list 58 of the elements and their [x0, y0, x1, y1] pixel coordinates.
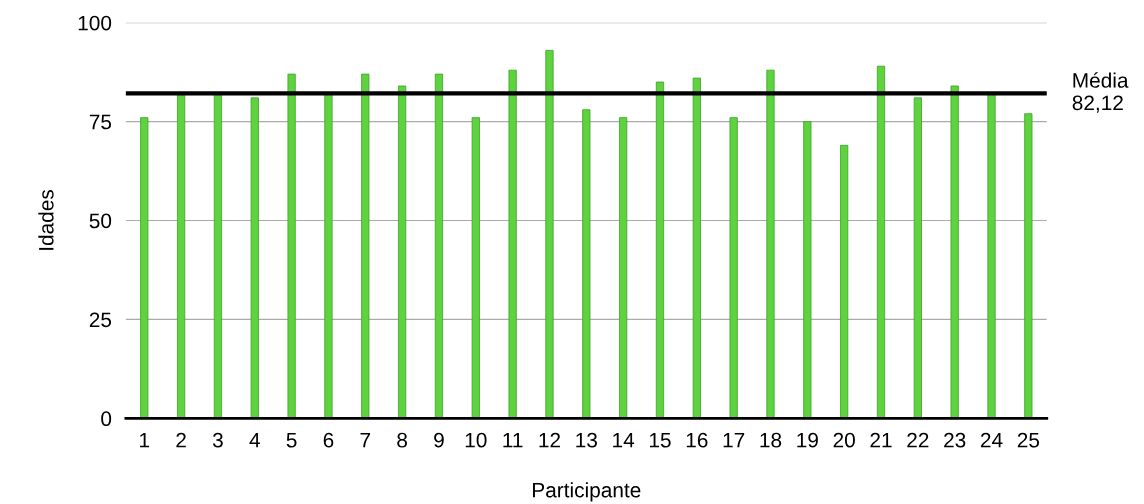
x-tick-label: 20 — [833, 432, 855, 448]
y-tick-label: 0 — [101, 411, 112, 427]
bar — [1024, 113, 1033, 419]
x-tick-label: 19 — [797, 432, 818, 448]
y-tick-label: 100 — [78, 15, 112, 31]
x-tick-label: 21 — [870, 432, 892, 448]
x-tick-label: 24 — [980, 432, 1003, 448]
x-tick-label: 15 — [649, 432, 671, 448]
bar — [471, 117, 480, 419]
bar — [655, 81, 665, 419]
y-axis-title: Idades — [38, 189, 54, 250]
y-tick-label: 75 — [89, 114, 112, 130]
x-tick-label: 9 — [434, 432, 444, 448]
ref-line-label: Média 82,12 — [1072, 72, 1129, 113]
bar — [140, 117, 149, 419]
x-tick-label: 2 — [176, 432, 186, 448]
bar — [287, 73, 296, 419]
x-tick-label: 4 — [249, 432, 260, 448]
bar — [176, 93, 186, 419]
bar — [361, 73, 370, 419]
bar — [840, 144, 849, 419]
bar — [692, 77, 701, 419]
x-tick-label: 22 — [907, 432, 929, 448]
bar — [950, 85, 959, 419]
bar — [213, 93, 223, 419]
x-tick-label: 10 — [465, 432, 487, 448]
x-tick-label: 3 — [212, 432, 223, 448]
bar — [766, 69, 775, 419]
bar — [876, 65, 886, 419]
bar — [987, 93, 996, 419]
bar — [434, 73, 444, 419]
x-tick-label: 6 — [323, 432, 334, 448]
bar — [398, 85, 407, 419]
bar — [545, 49, 554, 419]
bar — [803, 121, 812, 419]
x-tick-label: 8 — [397, 432, 407, 448]
bar — [729, 117, 738, 419]
x-tick-label: 23 — [944, 432, 966, 448]
x-axis-title: Participante — [533, 482, 641, 502]
bar — [508, 69, 517, 419]
x-tick-label: 12 — [539, 432, 560, 448]
bar — [913, 97, 922, 419]
bar — [619, 117, 628, 419]
x-tick-label: 13 — [576, 432, 597, 448]
bar — [250, 97, 259, 419]
x-tick-label: 1 — [140, 432, 150, 448]
bar — [582, 109, 591, 419]
x-tick-label: 11 — [503, 432, 523, 448]
x-tick-label: 14 — [613, 432, 635, 448]
x-tick-label: 5 — [286, 432, 297, 448]
x-tick-label: 17 — [723, 432, 745, 448]
x-tick-label: 7 — [360, 432, 371, 448]
x-tick-label: 25 — [1017, 432, 1040, 448]
bar — [324, 93, 333, 419]
x-tick-label: 16 — [686, 432, 708, 448]
x-tick-label: 18 — [760, 432, 782, 448]
y-tick-label: 25 — [89, 312, 112, 328]
y-tick-label: 50 — [89, 213, 112, 229]
